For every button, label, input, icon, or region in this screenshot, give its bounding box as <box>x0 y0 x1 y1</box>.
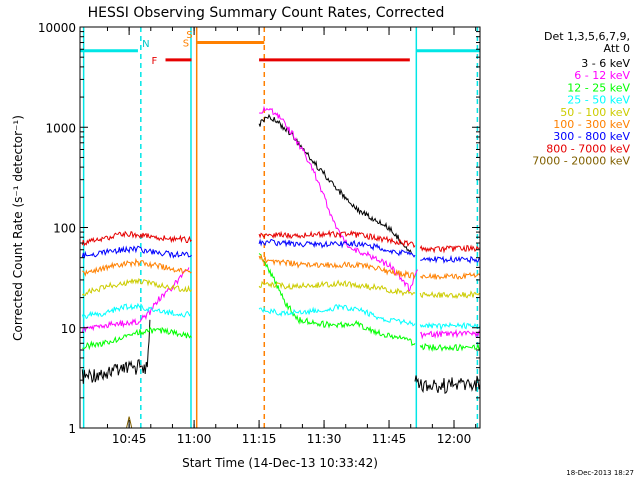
legend-header-line-1: Det 1,3,5,6,7,9, <box>544 30 630 43</box>
x-tick-label-1: 11:00 <box>177 432 212 446</box>
band-letter-0: N <box>142 39 149 50</box>
series-line-6-2 <box>420 254 481 264</box>
series-line-4-2 <box>419 290 481 300</box>
legend-header-line-2: Att 0 <box>604 42 630 55</box>
series-line-0-1 <box>258 113 413 255</box>
status-band-label-2: F <box>152 56 158 67</box>
y-tick-label-3: 1000 <box>45 121 76 135</box>
series-line-4-0 <box>81 277 192 296</box>
legend-entry-1: 6 - 12 keV <box>574 69 630 82</box>
legend-entry-7: 800 - 7000 keV <box>546 142 630 155</box>
series-line-6-0 <box>81 245 192 259</box>
x-tick-label-0: 10:45 <box>112 432 147 446</box>
series-line-3-1 <box>258 303 416 327</box>
legend-entry-3: 25 - 50 keV <box>567 94 630 107</box>
legend-entry-2: 12 - 25 keV <box>567 81 630 94</box>
series-line-3-2 <box>419 321 481 332</box>
x-tick-label-2: 11:15 <box>242 432 277 446</box>
x-tick-label-5: 12:00 <box>437 432 472 446</box>
series-line-1-2 <box>419 328 481 340</box>
y-tick-label-2: 100 <box>53 222 76 236</box>
series-line-7-2 <box>419 244 481 254</box>
footer-date: 18-Dec-2013 18:27 <box>566 469 634 477</box>
x-tick-label-3: 11:30 <box>307 432 342 446</box>
series-line-0-2 <box>414 375 481 394</box>
series-line-8-0 <box>126 416 133 429</box>
series-line-3-0 <box>81 302 192 320</box>
series-line-5-0 <box>82 257 192 277</box>
series-line-6-1 <box>258 238 416 258</box>
series-line-0-0 <box>81 319 151 384</box>
status-band-label-4: S <box>183 39 189 50</box>
y-axis-label: Corrected Count Rate (s⁻¹ detector⁻¹) <box>11 115 25 341</box>
series-line-5-2 <box>419 272 481 280</box>
series-line-2-2 <box>419 342 481 352</box>
legend-entry-5: 100 - 300 keV <box>553 118 630 131</box>
y-tick-label-0: 1 <box>68 422 76 436</box>
series-line-1-0 <box>81 267 190 333</box>
series-line-7-0 <box>81 230 192 247</box>
series-line-4-1 <box>258 279 416 297</box>
legend-entry-8: 7000 - 20000 keV <box>532 155 630 168</box>
y-tick-label-4: 10000 <box>38 21 76 35</box>
series-line-1-1 <box>258 105 419 293</box>
chart-title: HESSI Observing Summary Count Rates, Cor… <box>88 5 445 21</box>
series-line-5-1 <box>258 253 416 280</box>
legend-entry-0: 3 - 6 keV <box>581 57 630 70</box>
series-line-2-0 <box>82 326 192 351</box>
legend-entry-4: 50 - 100 keV <box>560 106 630 119</box>
legend-entry-6: 300 - 800 keV <box>553 130 630 143</box>
x-tick-label-4: 11:45 <box>372 432 407 446</box>
y-tick-label-1: 10 <box>61 322 76 336</box>
band-letter-1: S <box>186 30 192 41</box>
series-line-7-1 <box>258 229 416 249</box>
series-line-2-1 <box>258 253 416 347</box>
x-axis-label: Start Time (14-Dec-13 10:33:42) <box>182 456 378 470</box>
plot-frame <box>79 26 481 429</box>
